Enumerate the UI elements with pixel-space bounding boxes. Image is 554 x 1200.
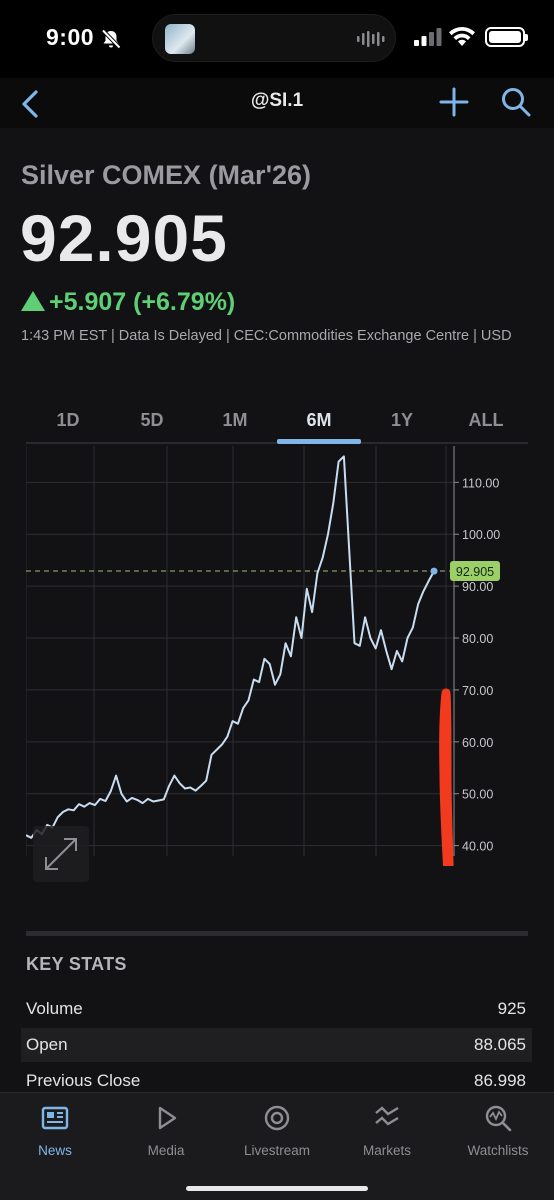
status-time: 9:00 [46,24,95,50]
range-tab-all[interactable]: ALL [468,410,504,430]
key-stats-title: KEY STATS [26,954,127,974]
tab-label: News [38,1143,72,1158]
up-triangle-icon [21,291,45,311]
tab-news[interactable]: News [0,1103,110,1158]
navigation-bar: @SI.1 [0,78,554,128]
price-chart-svg[interactable]: 110.00 100.00 90.00 80.00 70.00 60.00 50.00 40.… [26,446,528,866]
tab-markets[interactable]: Markets [332,1103,442,1158]
range-tab-5d[interactable]: 5D [140,410,164,430]
price-change: +5.907 (+6.79%) [21,288,235,317]
y-tick-label: 50.00 [462,788,493,802]
last-price-badge-label: 92.905 [456,565,494,579]
red-hand-drawn-arrow-annotation [439,688,454,866]
key-stats-divider [26,931,528,936]
wifi-icon [449,26,475,46]
y-tick-label: 70.00 [462,684,493,698]
expand-arrows-icon [45,838,77,870]
quote-meta: 1:43 PM EST | Data Is Delayed | CEC:Comm… [21,328,512,344]
back-chevron-icon[interactable] [12,84,52,124]
battery-icon [485,27,528,47]
y-tick-label: 40.00 [462,840,493,854]
livestream-icon [264,1105,290,1131]
price-chart[interactable]: 110.00 100.00 90.00 80.00 70.00 60.00 50.00 40.… [26,446,528,866]
instrument-name: Silver COMEX (Mar'26) [21,160,312,190]
watchlists-icon [485,1105,512,1132]
tab-media[interactable]: Media [111,1103,221,1158]
key-stat-value: 86.998 [474,1071,526,1090]
dynamic-island[interactable] [152,14,396,62]
search-icon[interactable] [498,84,534,120]
status-bar: 9:00 [0,0,554,78]
range-tab-1y[interactable]: 1Y [390,410,414,430]
key-stat-label: Volume [26,999,83,1018]
y-tick-label: 110.00 [462,476,499,490]
key-stat-row: Volume 925 [21,992,532,1026]
range-tab-1d[interactable]: 1D [56,410,80,430]
play-icon [158,1106,177,1130]
price-series-line [26,455,435,839]
now-playing-thumbnail-icon [165,24,195,54]
home-indicator [186,1186,368,1191]
audio-waveform-icon [357,31,385,47]
tab-label: Media [147,1143,185,1158]
expand-chart-button[interactable] [33,826,89,882]
range-tab-1m[interactable]: 1M [222,410,248,430]
news-icon [41,1106,69,1130]
add-to-watchlist-icon[interactable] [436,84,472,120]
tab-watchlists[interactable]: Watchlists [443,1103,553,1158]
bottom-tab-bar: News Media Livestream Markets Watchlists [0,1092,554,1200]
key-stat-label: Previous Close [26,1071,141,1090]
tab-label: Livestream [243,1143,311,1158]
last-price-dot [430,567,438,575]
key-stat-value: 925 [497,999,526,1018]
key-stat-row: Previous Close 86.998 [21,1064,532,1098]
range-tab-6m[interactable]: 6M [306,410,332,430]
y-tick-label: 90.00 [462,580,493,594]
y-tick-label: 80.00 [462,632,493,646]
y-tick-label: 100.00 [462,528,500,542]
last-price-badge [450,561,500,582]
range-tabs: 1D 5D 1M 6M 1Y ALL [26,406,528,444]
y-tick-label: 60.00 [462,736,493,750]
tab-label: Markets [362,1143,411,1158]
tab-livestream[interactable]: Livestream [222,1103,332,1158]
key-stat-label: Open [26,1035,68,1054]
cellular-signal-icon [414,28,442,46]
price-change-text: +5.907 (+6.79%) [49,288,236,316]
last-price: 92.905 [20,201,228,275]
markets-icon [375,1106,399,1126]
key-stat-value: 88.065 [474,1035,526,1054]
key-stat-row: Open 88.065 [21,1028,532,1062]
tab-label: Watchlists [467,1143,529,1158]
nav-title: @SI.1 [250,90,304,111]
range-tab-indicator [277,439,361,444]
quote-page: Silver COMEX (Mar'26) 92.905 +5.907 (+6.… [0,128,554,1092]
bell-muted-icon [101,29,121,49]
